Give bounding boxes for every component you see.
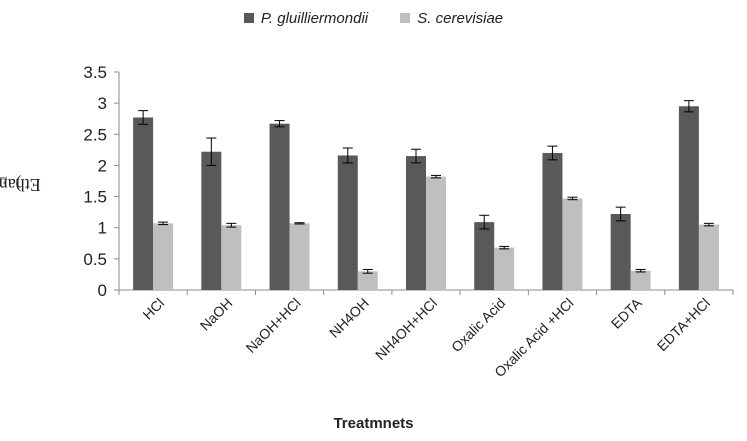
y-tick-label: 0 <box>98 281 107 300</box>
bar-series-2 <box>357 271 378 290</box>
x-tick-label: EDTA+HCl <box>654 295 713 354</box>
bar-series-2 <box>698 224 719 290</box>
bar-series-1 <box>269 123 290 290</box>
legend: P. gluilliermondii S. cerevisiae <box>0 10 747 27</box>
bar-series-1 <box>201 151 222 290</box>
bar-series-2 <box>289 223 310 290</box>
bar-series-1 <box>474 222 495 290</box>
y-tick-label: 3.5 <box>83 63 107 82</box>
bar-series-1 <box>133 117 154 291</box>
bar-series-2 <box>221 225 242 290</box>
x-tick-label: EDTA <box>608 294 645 331</box>
bar-series-2 <box>562 198 583 290</box>
y-tick-label: 2 <box>98 156 107 175</box>
bar-series-1 <box>678 106 699 290</box>
x-tick-label: NaOH <box>197 295 236 334</box>
legend-swatch-series-1 <box>243 13 254 23</box>
bar-series-2 <box>630 270 651 290</box>
bar-series-1 <box>610 214 631 290</box>
bar-series-1 <box>337 155 358 290</box>
x-tick-label: NH4OH <box>326 295 372 341</box>
x-axis-title: Treatmnets <box>333 415 414 432</box>
y-tick-label: 3 <box>98 94 107 113</box>
legend-label-series-2: S. cerevisiae <box>417 10 504 27</box>
x-tick-label: NaOH+HCl <box>243 295 304 356</box>
x-tick-label: Oxalic Acid <box>448 295 508 355</box>
y-tick-label: 1.5 <box>83 188 107 207</box>
y-tick-label: 2.5 <box>83 125 107 144</box>
legend-item-series-2: S. cerevisiae <box>400 10 503 27</box>
x-tick-label: HCl <box>139 295 167 323</box>
bar-series-1 <box>406 156 426 290</box>
y-tick-label: 0.5 <box>83 250 107 269</box>
legend-item-series-1: P. gluilliermondii <box>243 10 369 27</box>
legend-label-series-1: P. gluilliermondii <box>260 10 369 27</box>
bar-series-2 <box>426 176 446 290</box>
legend-swatch-series-2 <box>400 13 411 23</box>
bar-series-2 <box>494 247 515 290</box>
y-tick-label: 1 <box>98 219 107 238</box>
x-tick-label: NH4OH+HCl <box>372 295 440 363</box>
bar-series-2 <box>153 223 174 290</box>
bar-series-1 <box>542 152 563 290</box>
